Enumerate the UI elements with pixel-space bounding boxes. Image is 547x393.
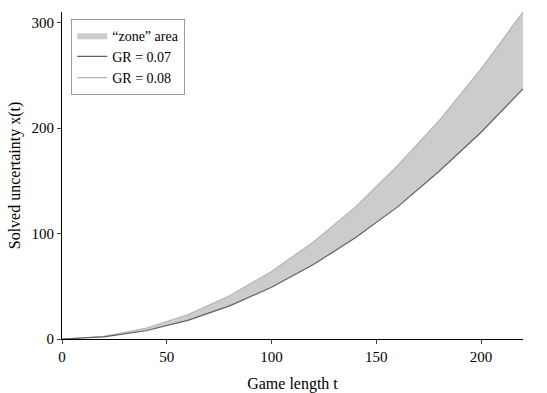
svg-text:200: 200: [470, 349, 493, 365]
svg-text:100: 100: [32, 226, 55, 242]
svg-text:100: 100: [260, 349, 283, 365]
svg-text:Game length t: Game length t: [247, 375, 338, 393]
svg-text:150: 150: [365, 349, 388, 365]
svg-text:50: 50: [159, 349, 174, 365]
svg-text:GR = 0.07: GR = 0.07: [112, 50, 171, 65]
svg-text:GR = 0.08: GR = 0.08: [112, 71, 171, 86]
svg-text:“zone” area: “zone” area: [112, 29, 178, 44]
svg-text:0: 0: [58, 349, 66, 365]
svg-text:200: 200: [32, 120, 55, 136]
svg-text:Solved uncertainty x(t): Solved uncertainty x(t): [6, 102, 24, 250]
svg-text:0: 0: [47, 331, 55, 347]
svg-text:300: 300: [32, 15, 55, 31]
